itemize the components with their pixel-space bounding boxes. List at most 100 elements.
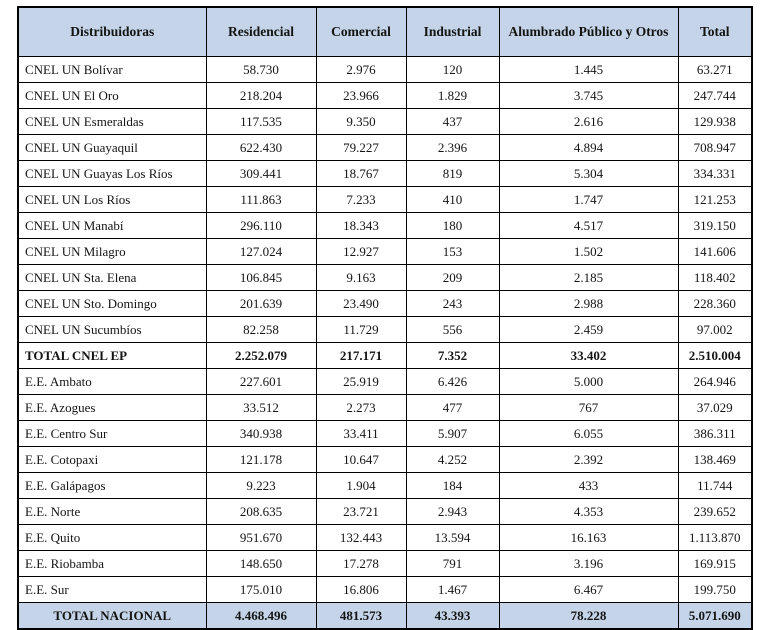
value-cell: 121.253 [677,186,753,213]
value-cell: 9.350 [315,108,407,135]
row-label-cell: CNEL UN Sto. Domingo [17,290,207,317]
value-cell: 17.278 [315,550,407,577]
table-row: E.E. Galápagos 9.223 1.904 184 433 11.744 [17,472,753,499]
value-cell: 334.331 [677,160,753,187]
value-cell: 2.185 [498,264,679,291]
value-cell: 5.071.690 [677,602,753,630]
value-cell: 2.459 [498,316,679,343]
value-cell: 264.946 [677,368,753,395]
value-cell: 132.443 [315,524,407,551]
value-cell: 180 [405,212,500,239]
value-cell: 2.976 [315,56,407,83]
value-cell: 1.829 [405,82,500,109]
value-cell: 16.806 [315,576,407,603]
row-label-cell: E.E. Centro Sur [17,420,207,447]
value-cell: 25.919 [315,368,407,395]
value-cell: 117.535 [205,108,317,135]
table-row: E.E. Sur 175.010 16.806 1.467 6.467 199.750 [17,576,753,603]
value-cell: 1.467 [405,576,500,603]
row-label-cell: E.E. Azogues [17,394,207,421]
value-cell: 43.393 [405,602,500,630]
value-cell: 6.426 [405,368,500,395]
table-row: CNEL UN Los Ríos 111.863 7.233 410 1.747 121.… [17,186,753,213]
value-cell: 209 [405,264,500,291]
value-cell: 791 [405,550,500,577]
row-label-cell: CNEL UN Manabí [17,212,207,239]
value-cell: 16.163 [498,524,679,551]
value-cell: 199.750 [677,576,753,603]
value-cell: 9.163 [315,264,407,291]
table-row: CNEL UN Sto. Domingo 201.639 23.490 243 2.98… [17,290,753,317]
row-label-cell: E.E. Quito [17,524,207,551]
value-cell: 78.228 [498,602,679,630]
value-cell: 2.988 [498,290,679,317]
value-cell: 13.594 [405,524,500,551]
value-cell: 481.573 [315,602,407,630]
table-row: CNEL UN Guayaquil 622.430 79.227 2.396 4.894… [17,134,753,161]
row-label-cell: CNEL UN Los Ríos [17,186,207,213]
value-cell: 7.233 [315,186,407,213]
value-cell: 622.430 [205,134,317,161]
value-cell: 33.512 [205,394,317,421]
row-label-cell: E.E. Galápagos [17,472,207,499]
value-cell: 951.670 [205,524,317,551]
row-label-cell: E.E. Ambato [17,368,207,395]
header-row: Distribuidoras Residencial Comercial Indust… [17,6,753,57]
value-cell: 106.845 [205,264,317,291]
value-cell: 82.258 [205,316,317,343]
value-cell: 819 [405,160,500,187]
value-cell: 218.204 [205,82,317,109]
value-cell: 2.252.079 [205,342,317,369]
value-cell: 247.744 [677,82,753,109]
value-cell: 141.606 [677,238,753,265]
value-cell: 708.947 [677,134,753,161]
value-cell: 148.650 [205,550,317,577]
value-cell: 340.938 [205,420,317,447]
table-row: E.E. Centro Sur 340.938 33.411 5.907 6.055 38… [17,420,753,447]
value-cell: 18.767 [315,160,407,187]
value-cell: 23.490 [315,290,407,317]
table-row: TOTAL CNEL EP 2.252.079 217.171 7.352 33.402… [17,342,753,369]
table-row: CNEL UN Guayas Los Ríos 309.441 18.767 819 5… [17,160,753,187]
column-header: Comercial [315,6,407,57]
value-cell: 1.904 [315,472,407,499]
value-cell: 6.055 [498,420,679,447]
row-label-cell: CNEL UN Sucumbíos [17,316,207,343]
column-header: Distribuidoras [17,6,207,57]
value-cell: 129.938 [677,108,753,135]
row-label-cell: CNEL UN Esmeraldas [17,108,207,135]
value-cell: 6.467 [498,576,679,603]
table-row: E.E. Ambato 227.601 25.919 6.426 5.000 264.94… [17,368,753,395]
row-label-cell: CNEL UN Guayaquil [17,134,207,161]
table-row: E.E. Azogues 33.512 2.273 477 767 37.029 [17,394,753,421]
value-cell: 12.927 [315,238,407,265]
row-label-cell: CNEL UN Sta. Elena [17,264,207,291]
value-cell: 111.863 [205,186,317,213]
value-cell: 4.468.496 [205,602,317,630]
table-row: CNEL UN Esmeraldas 117.535 9.350 437 2.616 12… [17,108,753,135]
value-cell: 319.150 [677,212,753,239]
value-cell: 4.894 [498,134,679,161]
table-row: TOTAL NACIONAL 4.468.496 481.573 43.393 78.2… [17,602,753,630]
value-cell: 556 [405,316,500,343]
value-cell: 18.343 [315,212,407,239]
column-header: Alumbrado Público y Otros [498,6,679,57]
value-cell: 386.311 [677,420,753,447]
value-cell: 433 [498,472,679,499]
value-cell: 169.915 [677,550,753,577]
value-cell: 477 [405,394,500,421]
value-cell: 2.510.004 [677,342,753,369]
row-label-cell: E.E. Cotopaxi [17,446,207,473]
value-cell: 217.171 [315,342,407,369]
value-cell: 97.002 [677,316,753,343]
value-cell: 767 [498,394,679,421]
distributors-table-container: Distribuidoras Residencial Comercial Indust… [17,6,753,630]
value-cell: 5.000 [498,368,679,395]
value-cell: 9.223 [205,472,317,499]
value-cell: 2.396 [405,134,500,161]
table-body: CNEL UN Bolívar 58.730 2.976 120 1.445 63.271… [17,56,753,630]
value-cell: 2.392 [498,446,679,473]
value-cell: 63.271 [677,56,753,83]
row-label-cell: E.E. Norte [17,498,207,525]
table-row: E.E. Riobamba 148.650 17.278 791 3.196 169.91… [17,550,753,577]
